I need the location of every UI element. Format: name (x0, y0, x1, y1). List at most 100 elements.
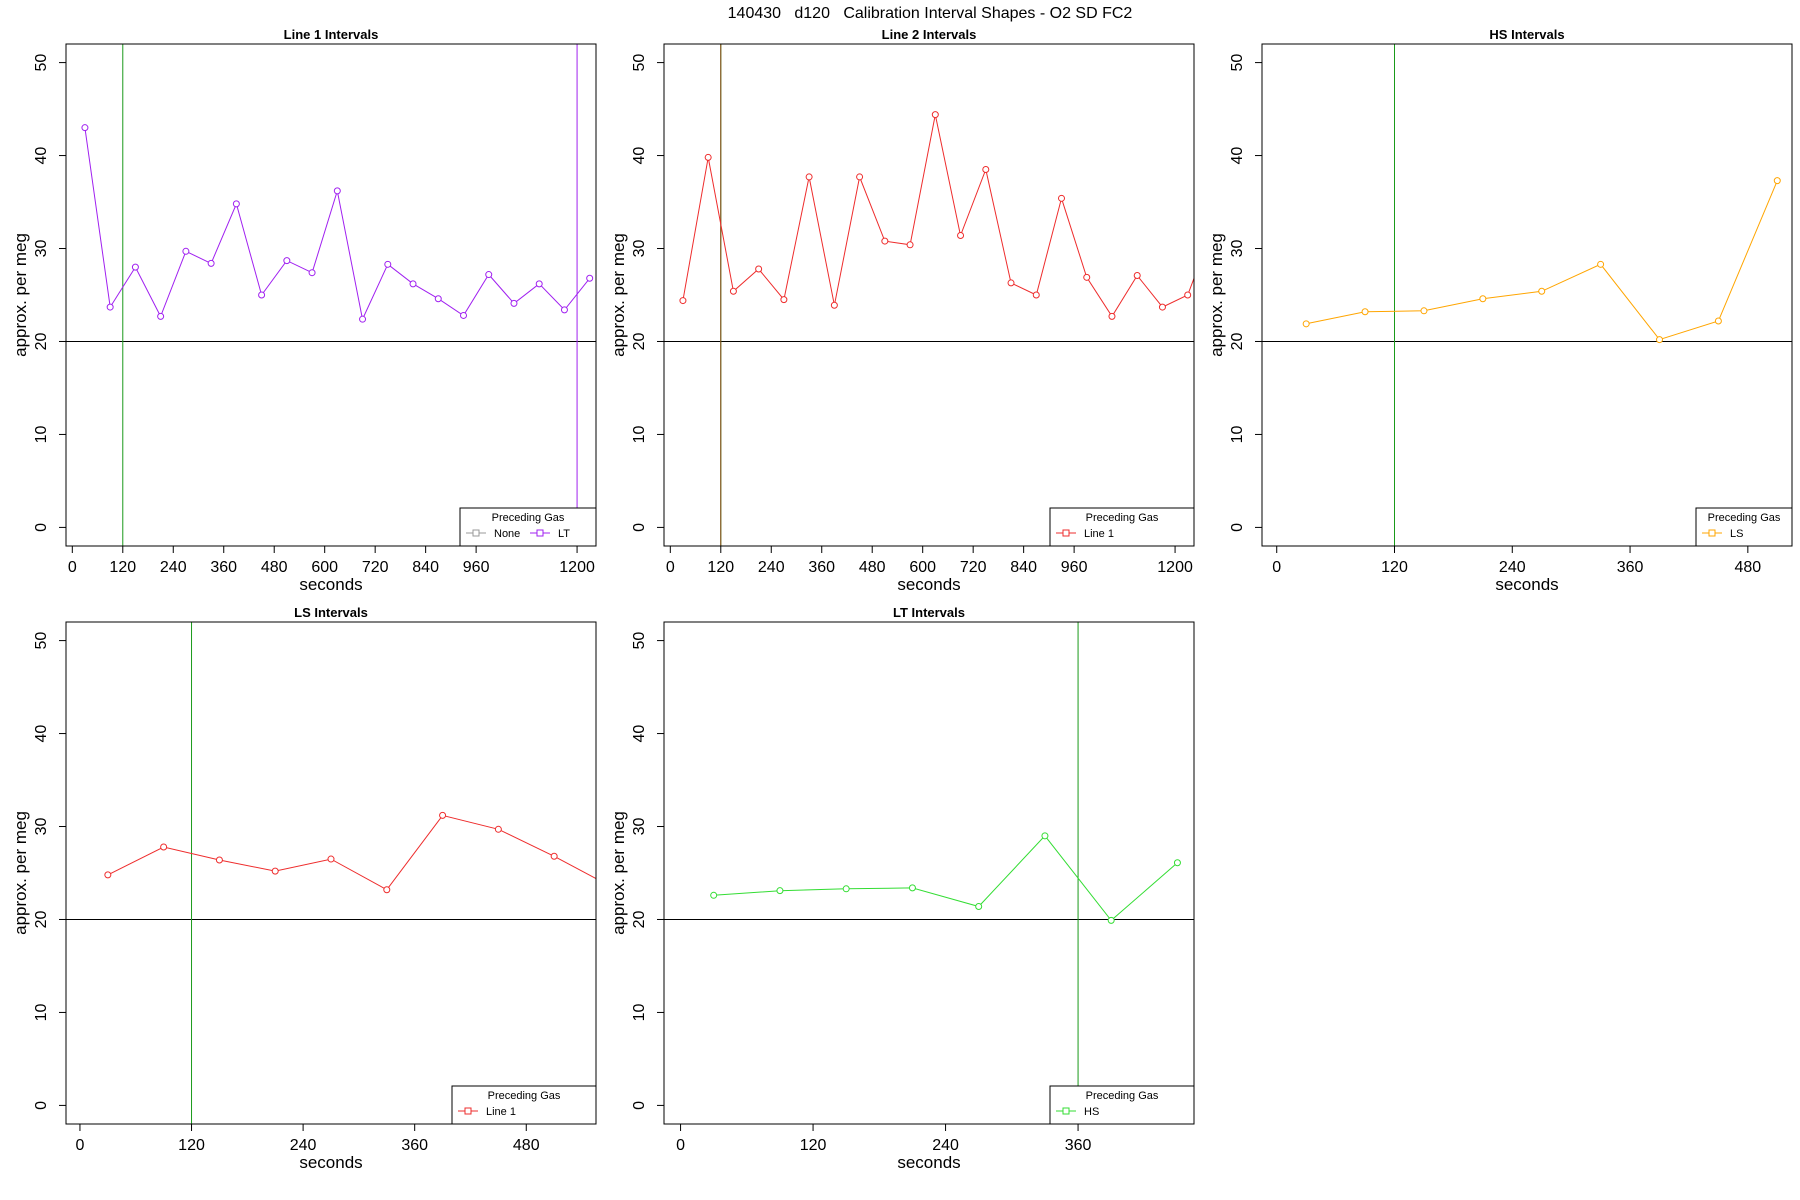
x-axis-label: seconds (1495, 575, 1558, 594)
y-tick-label: 30 (1229, 240, 1246, 258)
data-point (460, 311, 467, 319)
legend-title: Preceding Gas (488, 1090, 561, 1102)
legend-title: Preceding Gas (492, 512, 565, 524)
legend-marker (472, 529, 480, 537)
panel-4: LS Intervals 0 120 240 360 480 seconds 0 10 20 30 4… (11, 605, 597, 1172)
legend: Preceding Gas Line 1 (451, 1085, 597, 1125)
data-point (1656, 336, 1663, 344)
plot-content (664, 44, 1194, 546)
data-point (1597, 260, 1605, 268)
data-point (283, 257, 291, 265)
data-point (704, 153, 712, 161)
data-point (1041, 832, 1049, 840)
y-axis-label: approx. per meg (609, 811, 628, 935)
data-point (1083, 273, 1091, 281)
data-point (679, 297, 687, 305)
x-tick-label: 0 (666, 559, 675, 576)
series-line (107, 814, 596, 891)
data-point (494, 825, 502, 833)
data-point (982, 166, 990, 173)
series-line (1306, 180, 1778, 341)
data-point (710, 891, 718, 899)
data-point (729, 287, 737, 295)
data-point (776, 887, 784, 895)
y-tick-label: 40 (1229, 147, 1246, 165)
y-tick-label: 20 (1229, 332, 1246, 350)
data-point (434, 295, 442, 303)
legend-marker (1708, 529, 1716, 537)
data-point (1479, 295, 1487, 303)
x-tick-label: 120 (707, 559, 734, 576)
data-point (975, 902, 983, 910)
data-point (780, 296, 788, 304)
panel-5: LT Intervals 0 120 240 360 seconds 0 10 20 30 40 50… (609, 605, 1195, 1172)
data-point (560, 306, 568, 314)
x-axis-label: seconds (299, 1153, 362, 1172)
y-axis-label: approx. per meg (11, 233, 30, 357)
y-tick-label: 50 (33, 54, 50, 72)
data-point (842, 885, 850, 893)
x-axis-label: seconds (897, 1153, 960, 1172)
y-tick-label: 30 (631, 818, 648, 836)
data-point (908, 884, 916, 892)
data-point (550, 852, 558, 860)
data-point (383, 886, 391, 894)
y-tick-label: 0 (33, 523, 50, 532)
y-tick-label: 40 (33, 725, 50, 743)
data-point (755, 265, 763, 273)
data-point (359, 315, 367, 323)
legend-marker (536, 529, 544, 537)
data-point (182, 247, 190, 255)
data-point (271, 867, 279, 875)
data-point (106, 303, 114, 311)
y-tick-label: 30 (33, 240, 50, 258)
panel-title: Line 1 Intervals (284, 27, 379, 42)
y-tick-label: 50 (631, 54, 648, 72)
y-tick-label: 30 (33, 818, 50, 836)
legend: Preceding Gas HS (1049, 1085, 1195, 1125)
y-tick-label: 0 (631, 1101, 648, 1110)
data-point (1158, 303, 1166, 311)
y-tick-label: 10 (631, 1003, 648, 1021)
x-tick-label: 1200 (1157, 559, 1193, 576)
x-tick-label: 840 (412, 559, 439, 576)
data-point (81, 124, 89, 132)
legend-entry-label: Line 1 (486, 1106, 516, 1118)
panel-title: LT Intervals (893, 605, 965, 620)
y-tick-label: 10 (33, 1003, 50, 1021)
legend-box (1049, 1085, 1195, 1125)
x-tick-label: 360 (210, 559, 237, 576)
data-point (1032, 291, 1040, 299)
y-tick-label: 20 (33, 910, 50, 928)
y-tick-label: 20 (631, 910, 648, 928)
data-point (1420, 307, 1428, 315)
series-line (84, 127, 591, 321)
y-tick-label: 20 (631, 332, 648, 350)
x-tick-label: 720 (960, 559, 987, 576)
data-point (1007, 279, 1015, 287)
data-point (160, 843, 168, 851)
y-tick-label: 20 (33, 332, 50, 350)
legend: Preceding Gas LS (1695, 507, 1793, 547)
data-point (805, 173, 813, 181)
x-tick-label: 960 (1061, 559, 1088, 576)
data-point (510, 299, 518, 307)
x-axis: 0 120 240 360 480 seconds (75, 1123, 540, 1172)
x-tick-label: 960 (463, 559, 490, 576)
legend-entry-label: LS (1730, 528, 1743, 540)
data-point (1133, 271, 1141, 279)
plot-frame (65, 43, 597, 547)
panel-title: Line 2 Intervals (882, 27, 977, 42)
legend-title: Preceding Gas (1086, 1090, 1159, 1102)
x-tick-label: 720 (362, 559, 389, 576)
y-axis-label: approx. per meg (609, 233, 628, 357)
legend-entry-label: HS (1084, 1106, 1099, 1118)
legend-marker (1062, 529, 1070, 537)
x-tick-label: 240 (290, 1137, 317, 1154)
y-tick-label: 50 (631, 632, 648, 650)
x-axis: 0 120 240 360 480 600 720 840 960 1200 seconds (68, 545, 595, 594)
y-axis: 0 10 20 30 40 50 approx. per meg (609, 632, 665, 1110)
data-point (1058, 194, 1065, 202)
y-axis: 0 10 20 30 40 50 approx. per meg (11, 632, 67, 1110)
